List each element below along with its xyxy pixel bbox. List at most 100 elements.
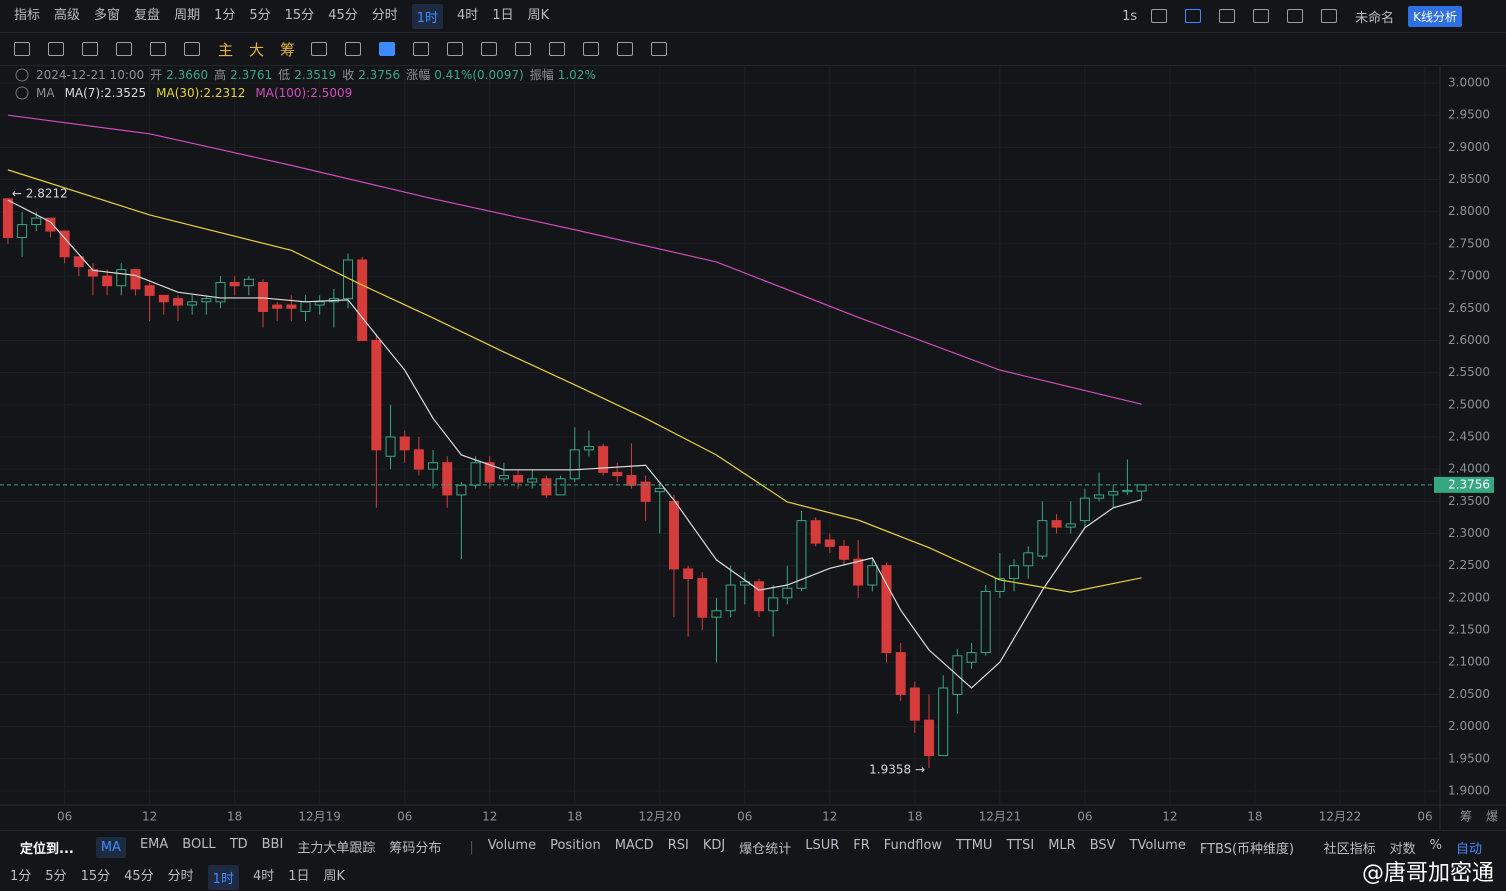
analysis-button[interactable]: K线分析 (1408, 5, 1462, 27)
extreme-label: ← 2.8212 (12, 187, 68, 201)
main-indicator[interactable]: 主力大单跟踪 (297, 841, 376, 856)
delete-tool[interactable] (651, 42, 668, 56)
toolbar-item[interactable]: 5分 (249, 7, 271, 23)
brush-tool[interactable] (345, 42, 362, 56)
ruler-tool[interactable] (413, 42, 430, 56)
eraser-tool[interactable] (447, 42, 464, 56)
candle-body (229, 282, 240, 287)
sub-indicator[interactable]: MLR (1048, 838, 1076, 853)
info-label: 涨幅 (406, 67, 430, 82)
lock-tool[interactable] (515, 42, 532, 56)
timeframe[interactable]: 5分 (45, 869, 67, 884)
sub-indicator[interactable]: Fundflow (883, 838, 943, 853)
toolbar-item[interactable]: 多窗 (94, 7, 121, 23)
timeframe[interactable]: 1时 (207, 865, 239, 890)
main-indicator[interactable]: EMA (139, 837, 169, 852)
candle-body (1037, 520, 1048, 557)
toolbar-item[interactable]: 高级 (54, 7, 81, 23)
sub-indicator[interactable]: TTMU (956, 838, 993, 853)
toolbar-item[interactable]: 1日 (492, 7, 514, 23)
sub-indicator[interactable]: TVolume (1129, 838, 1186, 853)
candle-body (272, 304, 283, 309)
candle-body (286, 304, 297, 309)
hline-tool[interactable] (116, 42, 132, 56)
line-tool[interactable] (14, 42, 30, 56)
toolbar-item[interactable]: 4时 (457, 7, 479, 23)
sub-indicator[interactable]: MACD (614, 838, 654, 853)
main-indicator[interactable]: TD (229, 837, 248, 852)
info-label: 高 (214, 67, 226, 82)
toolbar-item[interactable]: 周K (527, 7, 550, 23)
toolbar-item[interactable]: 指标 (14, 7, 41, 23)
candle-body (938, 687, 949, 757)
candle-body (357, 259, 368, 341)
main-indicator[interactable]: 筹码分布 (389, 841, 442, 856)
candle-body (31, 217, 42, 226)
fullscreen-icon[interactable] (1321, 9, 1338, 23)
layout-name[interactable]: 未命名 (1355, 10, 1395, 26)
timeframe[interactable]: 1分 (10, 869, 32, 884)
candle-body (598, 446, 609, 473)
save-icon[interactable] (1253, 9, 1270, 23)
sub-indicator[interactable]: FTBS(币种维度) (1199, 842, 1295, 857)
edit-tool[interactable] (549, 42, 566, 56)
main-indicator[interactable]: BBI (261, 837, 284, 852)
indicator-option[interactable]: 自动 (1455, 842, 1482, 857)
sub-indicator[interactable]: TTSI (1006, 838, 1035, 853)
bars-tool[interactable] (481, 42, 498, 56)
channel-tool[interactable] (48, 42, 64, 56)
more-tool[interactable] (184, 42, 200, 56)
timeframe[interactable]: 周K (323, 869, 346, 884)
timeframe[interactable]: 15分 (80, 869, 111, 884)
sub-indicator[interactable]: 爆仓统计 (739, 842, 792, 857)
timeframe[interactable]: 4时 (252, 869, 275, 884)
rect-tool[interactable] (150, 42, 166, 56)
indicator-option[interactable]: 社区指标 (1323, 842, 1376, 857)
toolbar-item[interactable]: 周期 (174, 7, 201, 23)
chart-mode[interactable]: 筹 (280, 40, 296, 59)
magnet-tool[interactable] (311, 42, 328, 56)
pen-icon[interactable] (1185, 9, 1202, 23)
y-tick-label: 2.2000 (1448, 590, 1490, 604)
indicator-bar: 定位到... MA EMA BOLL TD BBI 主力大单跟踪 筹码分布 | Volume… (0, 830, 1506, 864)
sub-indicator[interactable]: FR (853, 838, 870, 853)
x-tick-label: 06 (397, 810, 412, 824)
candle-body (144, 285, 155, 296)
candle-body (371, 339, 382, 451)
candle-body (612, 471, 623, 477)
locate[interactable]: 定位到... (20, 842, 74, 857)
settings-icon[interactable] (1287, 9, 1304, 23)
indicator-option[interactable]: % (1429, 838, 1442, 853)
timeframe[interactable]: 45分 (124, 869, 154, 884)
camera-icon[interactable] (1151, 9, 1168, 23)
toolbar-item[interactable]: 45分 (328, 7, 358, 23)
sub-indicator[interactable]: RSI (667, 838, 689, 853)
hide-tool[interactable] (583, 42, 600, 56)
bookmark-tool[interactable] (379, 42, 396, 56)
fib-tool[interactable] (82, 42, 98, 56)
toolbar-item[interactable]: 1分 (214, 7, 236, 23)
sub-indicator[interactable]: Volume (487, 838, 537, 853)
toolbar-item[interactable]: 15分 (284, 7, 315, 23)
candle-body (711, 610, 722, 618)
toolbar-item[interactable]: 分时 (371, 7, 398, 23)
interval[interactable]: 1s (1122, 8, 1138, 24)
sub-indicator[interactable]: Position (550, 838, 601, 853)
y-tick-label: 2.3000 (1448, 526, 1490, 540)
candle-body (1009, 565, 1020, 580)
timeframe[interactable]: 分时 (167, 869, 194, 884)
timeframe[interactable]: 1日 (288, 869, 310, 884)
toolbar-item[interactable]: 复盘 (134, 7, 161, 23)
sub-indicator[interactable]: LSUR (805, 838, 840, 853)
chart-mode[interactable]: 主 (218, 40, 234, 59)
chart-mode[interactable]: 大 (249, 40, 265, 59)
candle-body (569, 449, 580, 480)
sub-indicator[interactable]: KDJ (702, 838, 726, 853)
main-indicator[interactable]: MA (95, 837, 126, 858)
layout-icon[interactable] (1219, 9, 1236, 23)
sub-indicator[interactable]: BSV (1089, 838, 1116, 853)
indicator-option[interactable]: 对数 (1389, 842, 1416, 857)
main-indicator[interactable]: BOLL (182, 837, 216, 852)
toolbar-item[interactable]: 1时 (411, 3, 444, 29)
filter-tool[interactable] (617, 42, 634, 56)
